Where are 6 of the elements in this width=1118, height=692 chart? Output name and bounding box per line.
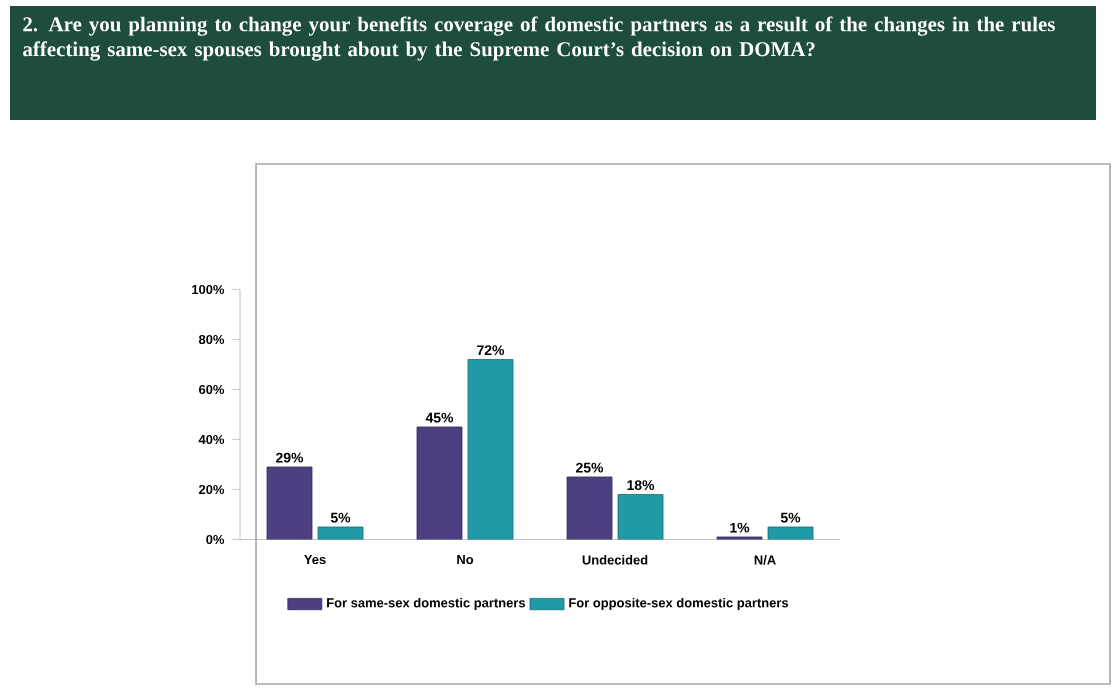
bar — [416, 426, 463, 540]
bar — [266, 466, 313, 540]
bar — [467, 359, 514, 540]
bar — [566, 476, 613, 540]
bar — [617, 494, 664, 540]
chart-title: 2. Are you planning to change your benefits coverage of domestic partners as a result of the changes in the rules affecting same-sex spouses brought about by the Supreme Court’s decision on DOMA? — [23, 16, 1055, 61]
